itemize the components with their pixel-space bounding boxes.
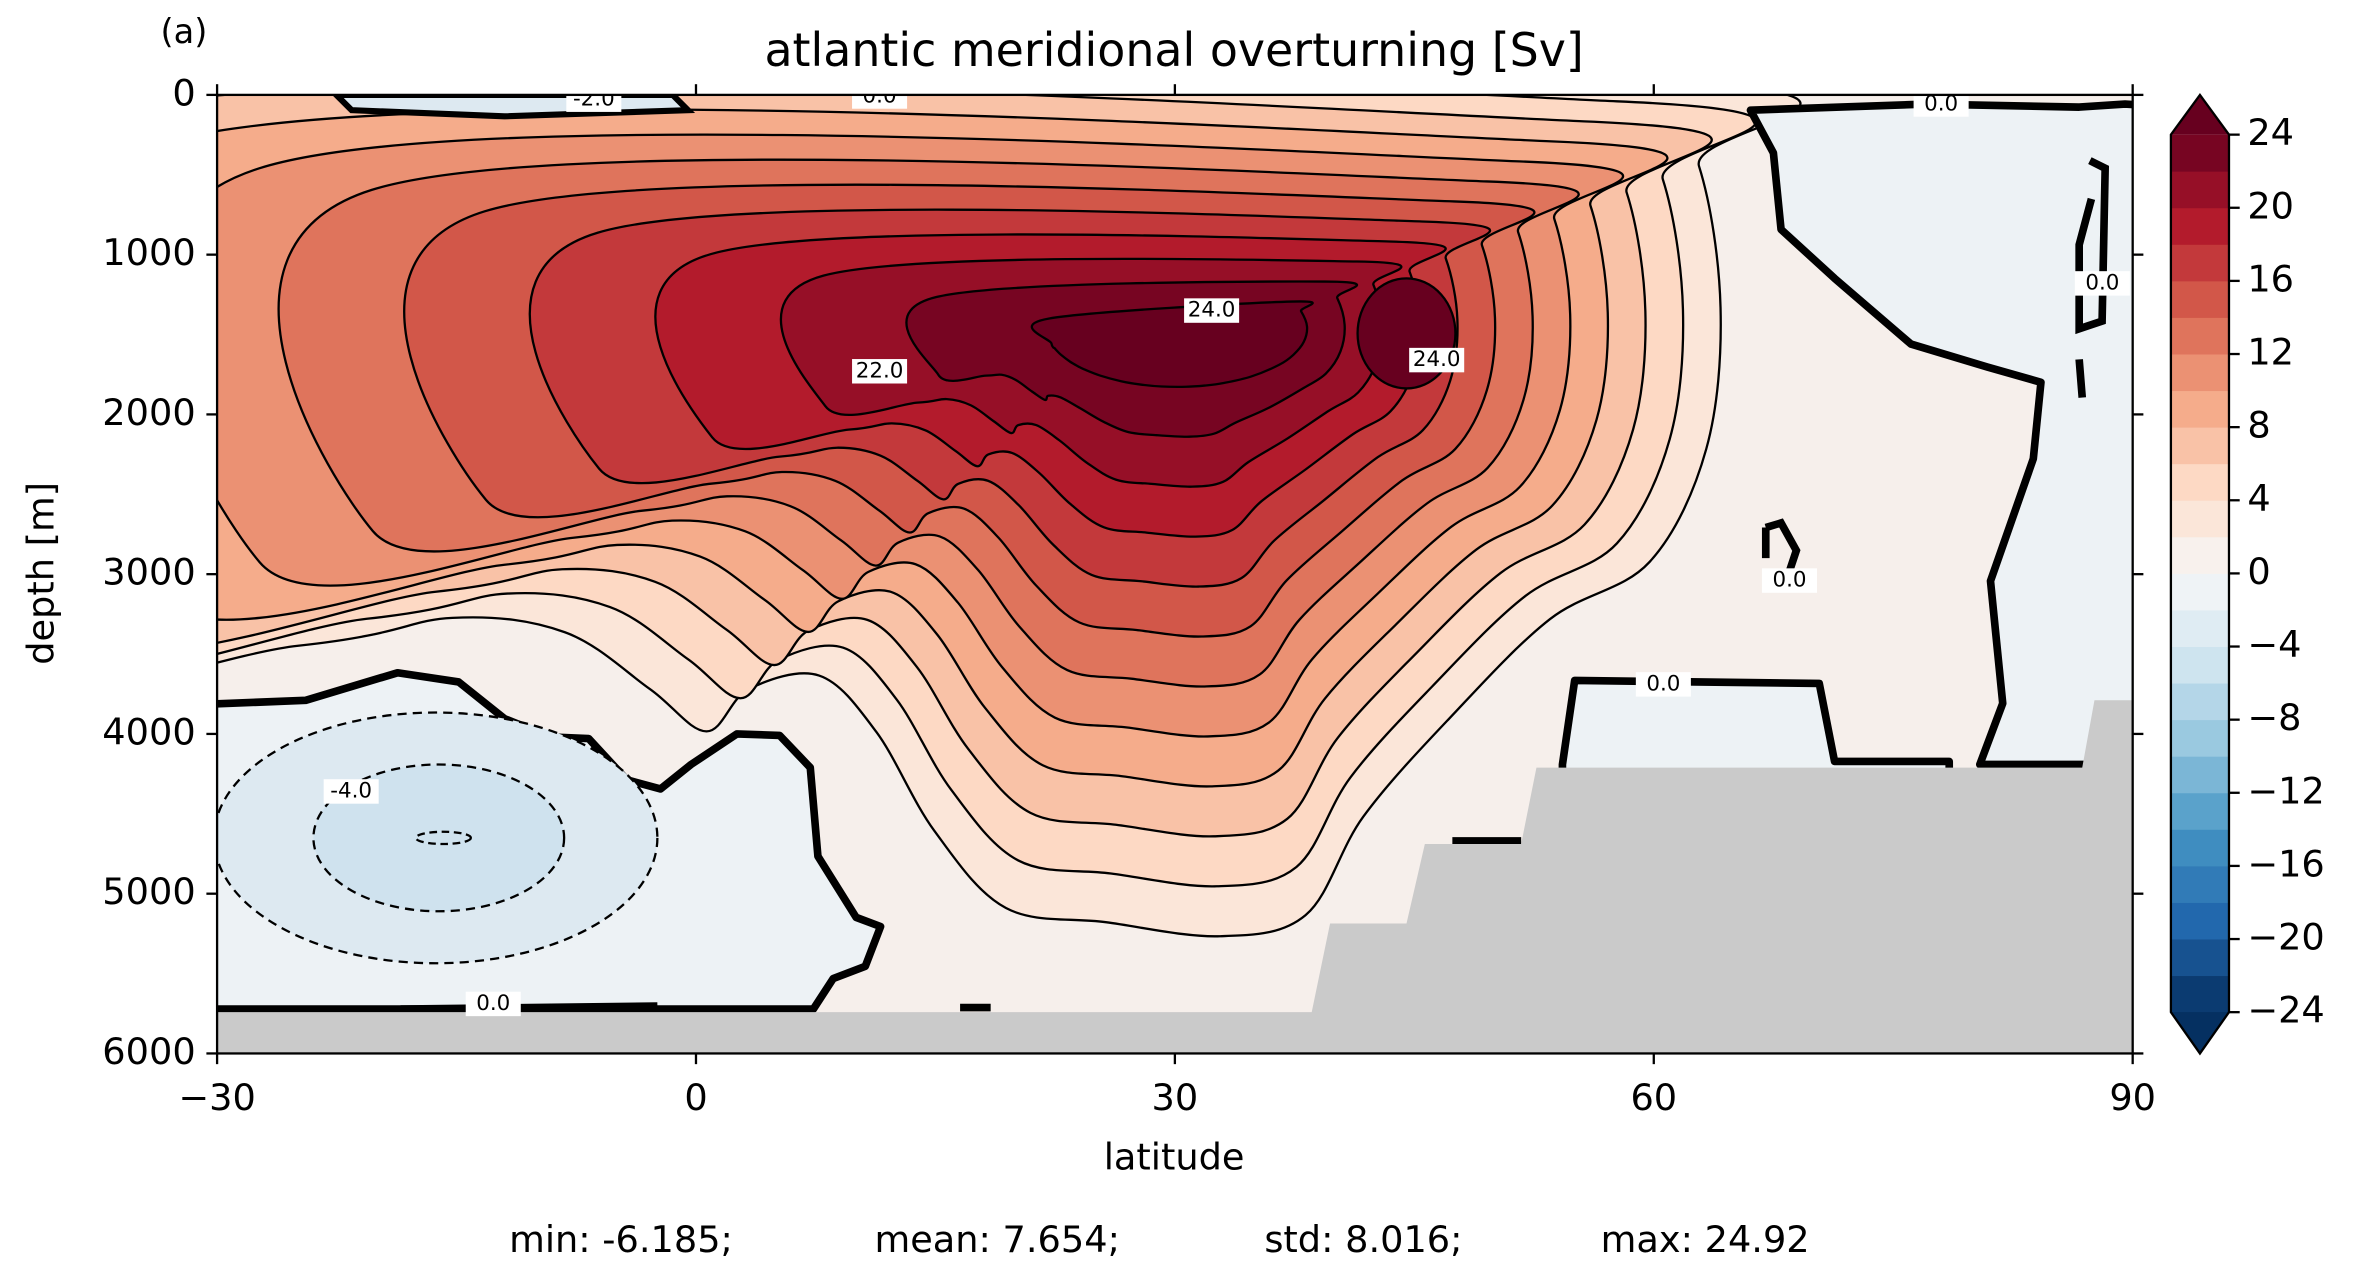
colorbar-band	[2170, 463, 2229, 501]
zero-contour	[1761, 518, 1801, 575]
colorbar-band	[2170, 719, 2229, 757]
colorbar-band	[2170, 865, 2229, 903]
colorbar-tick-label: 20	[2247, 184, 2294, 227]
colorbar-tick-label: 8	[2247, 404, 2270, 447]
stat: max: 24.92	[1601, 1218, 1810, 1261]
x-tick-label: 30	[1152, 1076, 1199, 1119]
contour-label: 0.0	[1646, 671, 1680, 696]
contour-labels: 24.0 24.0 22.0 -2.0 0.0 0.0 0.0 0.0 0.0 -4.0 0.0	[323, 83, 2130, 1017]
colorbar-band	[2170, 902, 2229, 940]
colorbar-tick-label: 16	[2247, 257, 2294, 300]
y-tick-label: 4000	[102, 710, 195, 753]
contour-label-box	[852, 94, 908, 109]
colorbar-band	[2170, 609, 2229, 647]
colorbar: −24 −20 −16 −12 −8 −4 0 4 8 12 16 20 24	[2169, 92, 2325, 1056]
colorbar-tick-label: −4	[2247, 623, 2301, 666]
colorbar-tick-label: 4	[2247, 477, 2270, 520]
contour-label-box	[323, 779, 379, 804]
x-tick-label: 0	[684, 1076, 707, 1119]
colorbar-tick-label: −20	[2247, 916, 2324, 959]
y-tick-label: 3000	[102, 551, 195, 594]
contour-label: 0.0	[1924, 91, 1958, 116]
contour-label: 0.0	[2085, 270, 2119, 295]
chart-title: atlantic meridional overturning [Sv]	[764, 23, 1583, 77]
colorbar-band	[2170, 317, 2229, 355]
x-axis-label: latitude	[1104, 1135, 1245, 1178]
x-tick-label: 60	[1630, 1076, 1677, 1119]
contour-fill	[217, 94, 1802, 938]
colorbar-extension	[2170, 1012, 2229, 1054]
contour-label-box	[1635, 672, 1691, 697]
colorbar-tick-label: −16	[2247, 842, 2324, 885]
contour-label-box	[1184, 298, 1240, 323]
zero-contour	[400, 837, 1522, 1013]
negative-contour	[414, 830, 473, 846]
colorbar-band	[2170, 500, 2229, 538]
y-tick-label: 1000	[102, 231, 195, 274]
colorbar-tick-label: −24	[2247, 989, 2324, 1032]
contour-label: 0.0	[863, 83, 897, 108]
colorbar-band	[2170, 683, 2229, 721]
y-tick-label: 5000	[102, 870, 195, 913]
negative-patch	[332, 94, 696, 120]
contour-label: 0.0	[476, 991, 510, 1016]
y-axis-label: depth [m]	[19, 482, 62, 665]
y-tick-label: 6000	[102, 1030, 195, 1073]
colorbar-extension	[2170, 94, 2229, 135]
plot-area: 24.0 24.0 22.0 -2.0 0.0 0.0 0.0 0.0 0.0 -4.0 0.0	[217, 83, 2133, 1054]
contour-label-box	[1761, 568, 1817, 593]
colorbar-band	[2170, 390, 2229, 428]
y-tick-label: 0	[172, 71, 195, 114]
colorbar-band	[2170, 646, 2229, 684]
colorbar-band	[2170, 134, 2229, 172]
colorbar-tick-label: 0	[2247, 550, 2270, 593]
colorbar-band	[2170, 207, 2229, 245]
colorbar-band	[2170, 573, 2229, 611]
colorbar-band	[2170, 536, 2229, 574]
contour-label-box	[1913, 94, 1969, 117]
y-tick-label: 2000	[102, 391, 195, 434]
bathymetry	[217, 700, 2133, 1054]
zero-contour	[2075, 157, 2110, 398]
colorbar-band	[2170, 829, 2229, 867]
colorbar-band	[2170, 939, 2229, 977]
colorbar-band	[2170, 280, 2229, 318]
contour-label-box	[465, 991, 521, 1017]
negative-patch	[1746, 100, 2133, 769]
stat: std: 8.016;	[1264, 1218, 1462, 1261]
contour-label: 22.0	[856, 358, 904, 383]
contour-label: -2.0	[573, 87, 615, 112]
colorbar-band	[2170, 354, 2229, 392]
contour-label-box	[2074, 271, 2130, 296]
panel-label: (a)	[161, 12, 208, 51]
colorbar-tick-label: −12	[2247, 769, 2324, 812]
colorbar-band	[2170, 975, 2229, 1013]
colorbar-tick-label: 12	[2247, 331, 2294, 374]
colorbar-band	[2170, 427, 2229, 465]
colorbar-band	[2170, 171, 2229, 209]
contour-label-box	[1409, 347, 1465, 373]
stat: min: -6.185;	[509, 1218, 733, 1261]
colorbar-tick-label: 24	[2247, 111, 2294, 154]
contour-label: 24.0	[1188, 298, 1236, 323]
contour-label: 0.0	[1772, 568, 1806, 593]
x-tick-label: −30	[178, 1076, 255, 1119]
stat: mean: 7.654;	[874, 1218, 1119, 1261]
x-tick-label: 90	[2109, 1076, 2156, 1119]
statistics: min: -6.185; mean: 7.654; std: 8.016; max: …	[509, 1218, 1810, 1261]
colorbar-tick-label: −8	[2247, 696, 2301, 739]
contour-label: -4.0	[330, 778, 372, 803]
colorbar-band	[2170, 756, 2229, 794]
colorbar-band	[2170, 792, 2229, 830]
colorbar-band	[2170, 244, 2229, 282]
axes: −30 0 30 60 90 0 1000 2000 3000 4000 5000 6000	[102, 71, 2156, 1118]
contour-band	[1030, 300, 1314, 388]
contour-label: 24.0	[1413, 347, 1461, 372]
contour-label-box	[852, 359, 908, 384]
contour-label-box	[566, 94, 622, 112]
